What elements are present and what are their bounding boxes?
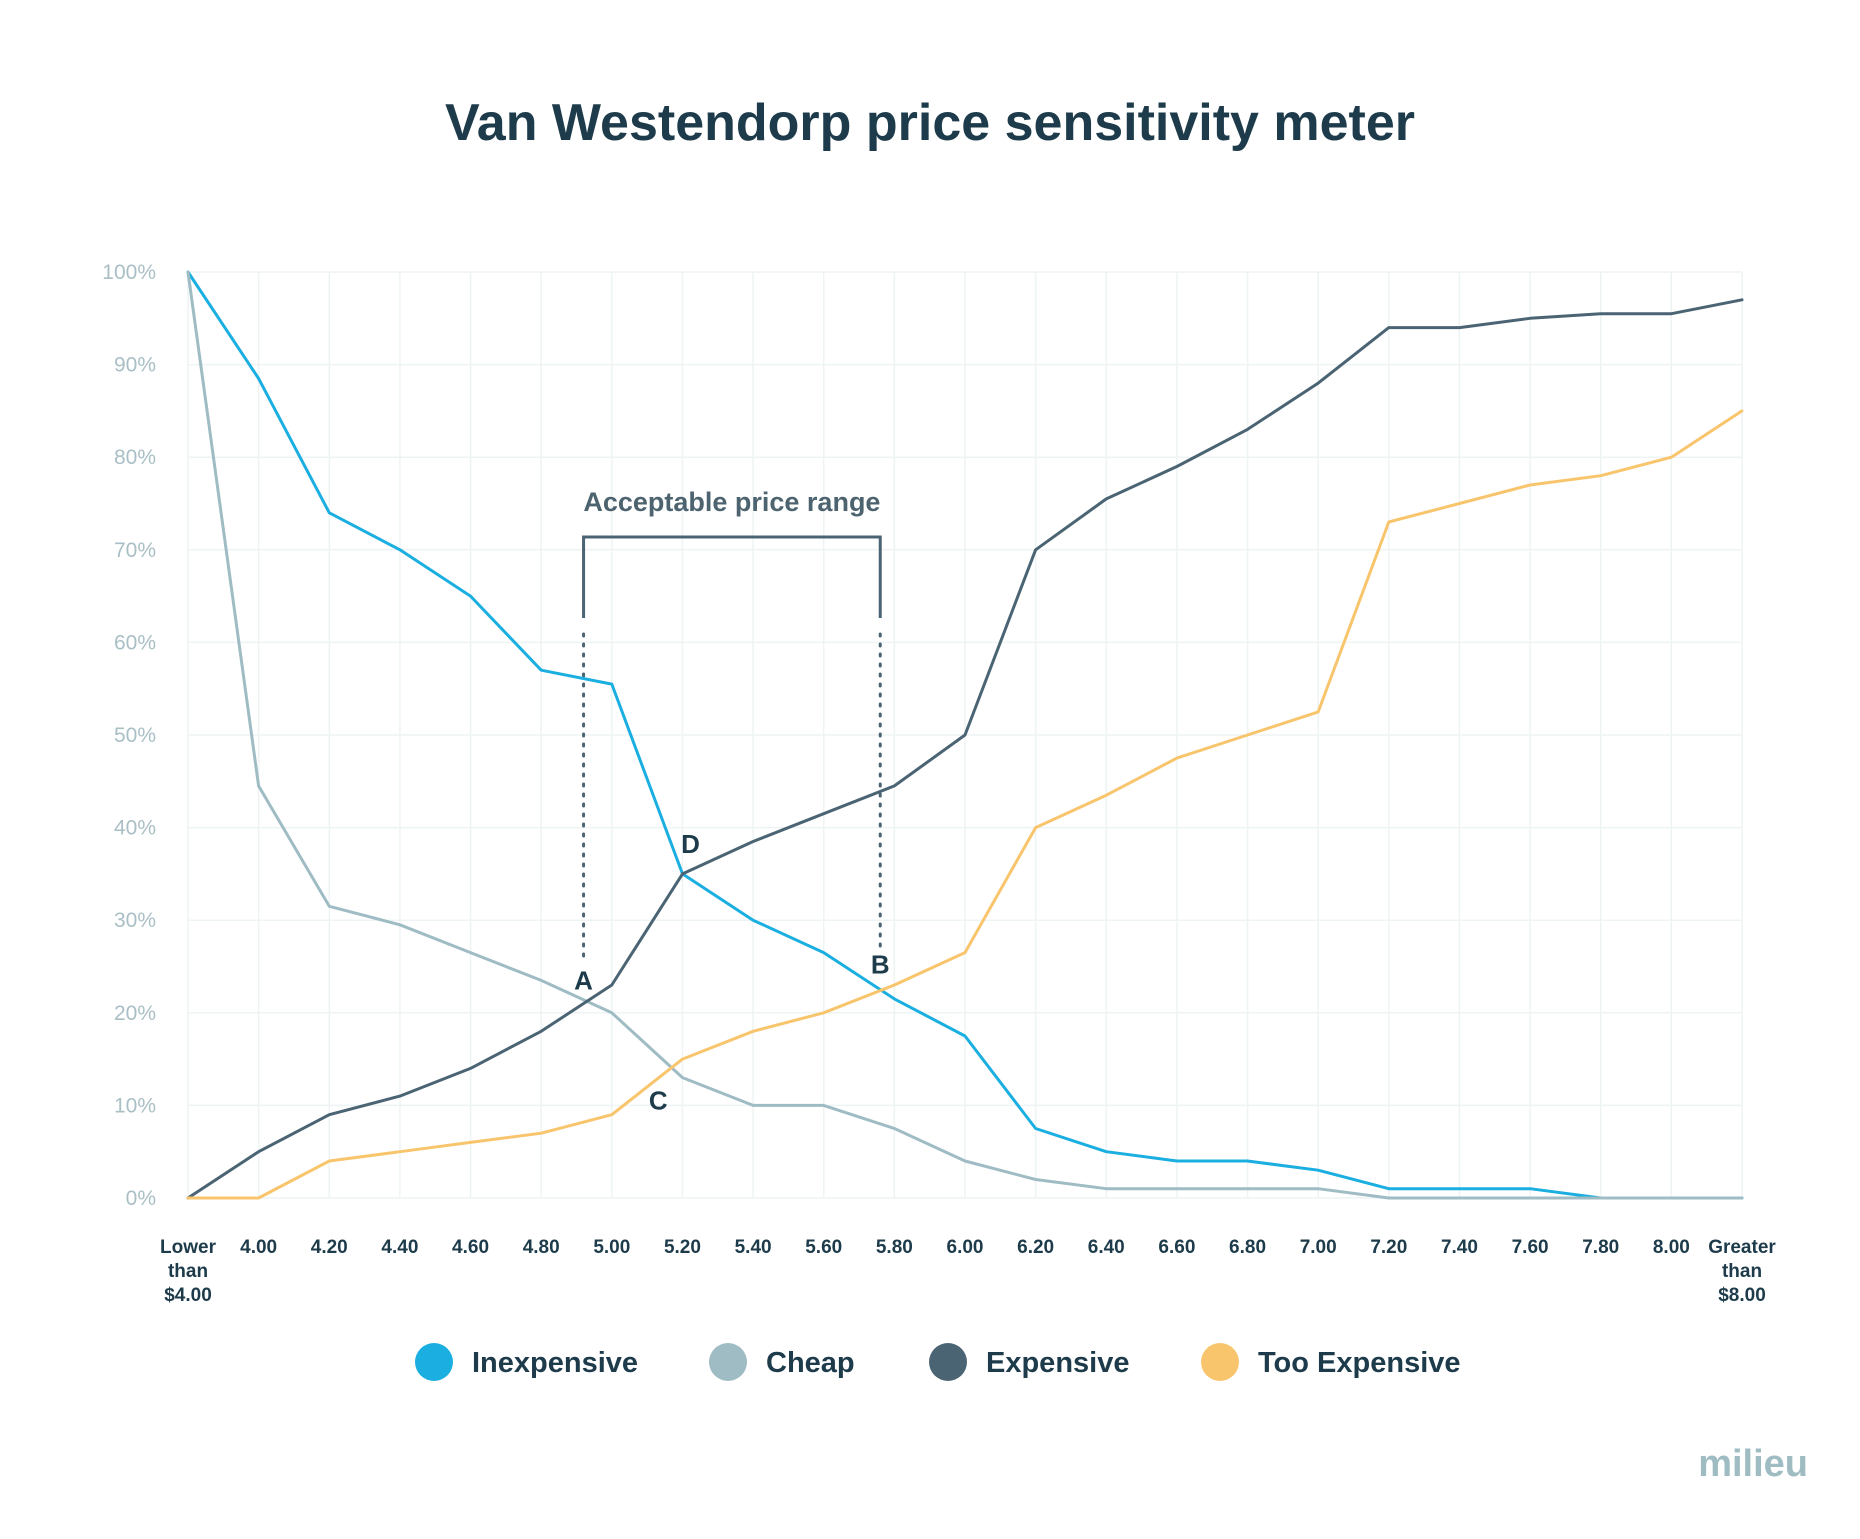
x-tick-label: 4.20 [311,1237,348,1258]
acceptable-price-range-label: Acceptable price range [583,487,880,517]
series-line-expensive [186,298,1744,1200]
x-tick-label: 8.00 [1653,1237,1690,1258]
brand-logo: milieu [1698,1443,1808,1485]
point-label-d: D [681,829,700,859]
x-tick-label: 5.60 [805,1237,842,1258]
y-axis-ticks: 0% 10% 20% 30% 40% 50% 60% 70% 80% 90% 100% [102,261,156,1210]
x-tick-label: 6.20 [1017,1237,1054,1258]
legend: Inexpensive Cheap Expensive Too Expensive [415,1343,1461,1381]
x-tick-label: 7.80 [1582,1237,1619,1258]
x-tick-label: 6.80 [1229,1237,1266,1258]
x-tick-label: Lower than $4.00 [160,1237,217,1306]
acceptable-price-range: Acceptable price range [582,487,882,964]
point-label-b: B [871,950,890,980]
legend-label: Too Expensive [1258,1347,1461,1379]
y-tick-label: 20% [114,1002,156,1025]
y-tick-label: 40% [114,817,156,840]
legend-item-inexpensive: Inexpensive [415,1343,638,1381]
series-line-inexpensive [186,270,1744,1200]
x-tick-label: 7.40 [1441,1237,1478,1258]
legend-swatch [1201,1343,1239,1381]
legend-swatch [415,1343,453,1381]
x-tick-label: 4.40 [381,1237,418,1258]
legend-label: Inexpensive [472,1347,638,1379]
legend-item-cheap: Cheap [709,1343,855,1381]
y-tick-label: 90% [114,354,156,377]
x-tick-label: 4.00 [240,1237,277,1258]
legend-item-expensive: Expensive [929,1343,1129,1381]
x-tick-label: 7.60 [1512,1237,1549,1258]
legend-label: Cheap [766,1347,855,1379]
y-tick-label: 0% [126,1187,156,1210]
series-line-too-expensive [186,409,1744,1200]
y-tick-label: 100% [102,261,156,284]
point-label-c: C [649,1086,668,1116]
legend-label: Expensive [986,1347,1129,1379]
chart-title: Van Westendorp price sensitivity meter [445,94,1415,152]
legend-swatch [709,1343,747,1381]
y-tick-label: 50% [114,724,156,747]
legend-item-too-expensive: Too Expensive [1201,1343,1461,1381]
legend-swatch [929,1343,967,1381]
x-tick-label: 5.80 [876,1237,913,1258]
annotation-points: A B C D [574,829,889,1116]
x-tick-label: 6.00 [947,1237,984,1258]
x-tick-label: 7.20 [1370,1237,1407,1258]
y-tick-label: 60% [114,631,156,654]
series-line-cheap [186,270,1744,1200]
x-tick-label: 4.60 [452,1237,489,1258]
y-tick-label: 30% [114,909,156,932]
series-lines [186,270,1744,1200]
y-tick-label: 10% [114,1094,156,1117]
x-tick-label: 6.40 [1088,1237,1125,1258]
x-tick-label: 5.40 [735,1237,772,1258]
x-tick-label: 5.00 [593,1237,630,1258]
point-label-a: A [574,966,593,996]
y-tick-label: 80% [114,446,156,469]
x-axis-ticks: Lower than $4.00 4.00 4.20 4.40 4.60 4.80 5.00 5.… [160,1237,1776,1306]
x-tick-label: 7.00 [1300,1237,1337,1258]
x-tick-label: 4.80 [523,1237,560,1258]
grid [187,271,1743,1199]
x-tick-label: 6.60 [1158,1237,1195,1258]
range-bracket [582,535,882,618]
x-tick-label: Greater than $8.00 [1708,1237,1776,1306]
x-tick-label: 5.20 [664,1237,701,1258]
y-tick-label: 70% [114,539,156,562]
